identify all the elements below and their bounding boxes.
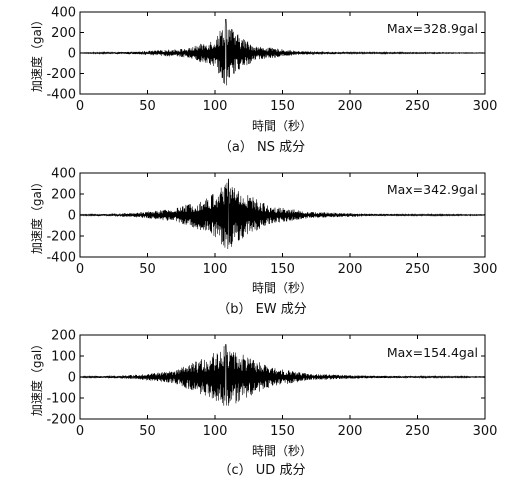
x-tick-label: 250 <box>405 262 430 277</box>
y-tick-label: -200 <box>46 67 76 82</box>
y-tick-label: 0 <box>68 371 76 386</box>
y-tick-label: -400 <box>46 251 76 266</box>
y-tick-label: -400 <box>46 88 76 103</box>
panel-ew: Max=342.9gal 加速度（gal） 時間（秒） （b） EW 成分 0 5… <box>29 167 497 318</box>
y-tick-label: -200 <box>46 230 76 245</box>
x-tick-label: 100 <box>203 262 228 277</box>
x-tick-label: 300 <box>473 424 498 439</box>
y-tick-label: 400 <box>51 167 76 182</box>
panel-caption: （c） UD 成分 <box>219 463 306 478</box>
y-tick-label: -200 <box>46 413 76 428</box>
x-tick-label: 200 <box>338 99 363 114</box>
x-tick-label: 50 <box>139 262 156 277</box>
x-tick-label: 150 <box>270 99 295 114</box>
y-axis-label: 加速度（gal） <box>29 14 44 92</box>
max-annotation: Max=328.9gal <box>387 21 478 36</box>
x-tick-label: 100 <box>203 424 228 439</box>
panel-caption: （b） EW 成分 <box>217 302 307 317</box>
panel-ns: Max=328.9gal 加速度（gal） 時間（秒） （a） NS 成分 0 5… <box>29 6 497 156</box>
x-axis-label: 時間（秒） <box>252 444 312 458</box>
x-tick-label: 250 <box>405 424 430 439</box>
x-tick-label: 50 <box>139 424 156 439</box>
y-axis-label: 加速度（gal） <box>29 338 44 416</box>
x-tick-label: 100 <box>203 99 228 114</box>
y-tick-label: 200 <box>51 188 76 203</box>
x-tick-label: 150 <box>270 424 295 439</box>
y-tick-label: 400 <box>51 6 76 21</box>
y-axis-label: 加速度（gal） <box>29 176 44 254</box>
panel-ud: Max=154.4gal 加速度（gal） 時間（秒） （c） UD 成分 0 5… <box>29 329 497 479</box>
waveform-series <box>79 344 486 406</box>
max-annotation: Max=342.9gal <box>387 182 478 197</box>
x-tick-label: 300 <box>473 99 498 114</box>
x-tick-label: 250 <box>405 99 430 114</box>
x-tick-label: 200 <box>338 424 363 439</box>
y-tick-label: 0 <box>68 209 76 224</box>
x-axis-label: 時間（秒） <box>252 119 312 133</box>
y-tick-label: 100 <box>51 350 76 365</box>
x-tick-label: 150 <box>270 262 295 277</box>
y-tick-label: -100 <box>46 392 76 407</box>
y-tick-label: 200 <box>51 329 76 344</box>
waveform-series <box>79 18 486 86</box>
y-tick-label: 0 <box>68 47 76 62</box>
x-tick-label: 300 <box>473 262 498 277</box>
x-tick-label: 0 <box>76 262 84 277</box>
x-tick-label: 0 <box>76 99 84 114</box>
x-tick-label: 50 <box>139 99 156 114</box>
panel-caption: （a） NS 成分 <box>219 140 305 155</box>
y-tick-label: 200 <box>51 26 76 41</box>
x-tick-label: 0 <box>76 424 84 439</box>
waveform-series <box>79 178 486 250</box>
max-annotation: Max=154.4gal <box>387 345 478 360</box>
x-tick-label: 200 <box>338 262 363 277</box>
x-axis-label: 時間（秒） <box>252 281 312 295</box>
